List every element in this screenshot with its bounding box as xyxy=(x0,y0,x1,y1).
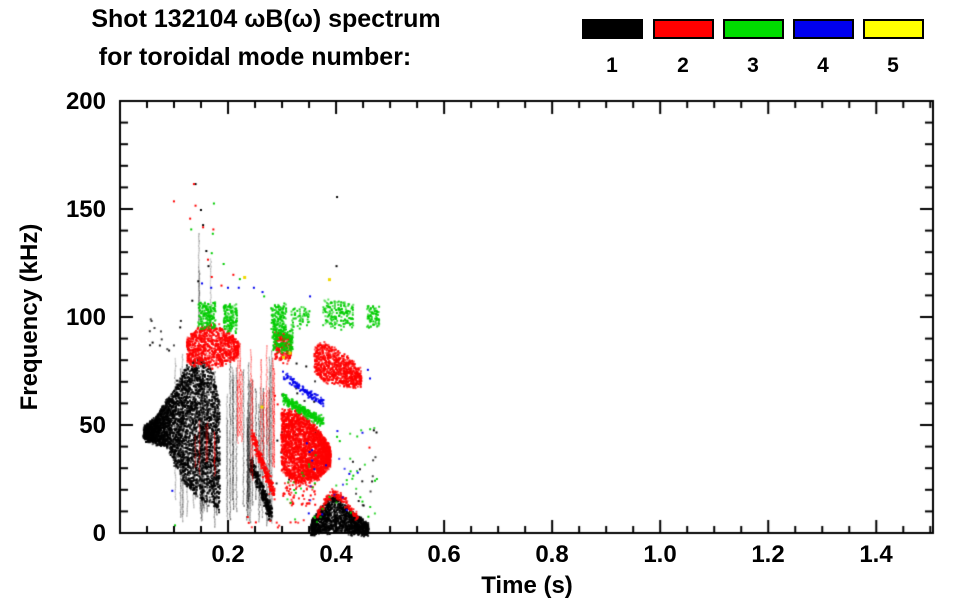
legend-swatch-mode-5 xyxy=(863,19,924,39)
chart-title-line1: Shot 132104 ωB(ω) spectrum xyxy=(91,5,441,33)
y-tick-label: 100 xyxy=(65,304,106,331)
x-tick-label: 1.0 xyxy=(643,541,677,568)
legend-swatch-mode-2 xyxy=(653,19,714,39)
legend-swatch-mode-3 xyxy=(723,19,784,39)
chart-title-line2: for toroidal mode number: xyxy=(98,43,412,71)
y-axis-title: Frequency (kHz) xyxy=(16,223,43,411)
legend-swatch-mode-1 xyxy=(582,19,643,39)
y-tick-label: 50 xyxy=(79,412,106,439)
legend-mode-number-4: 4 xyxy=(817,54,829,77)
legend-swatch-mode-4 xyxy=(793,19,854,39)
x-tick-label: 0.8 xyxy=(535,541,569,568)
x-tick-label: 0.4 xyxy=(319,541,353,568)
legend-mode-number-1: 1 xyxy=(606,54,618,77)
x-axis-title: Time (s) xyxy=(481,572,573,599)
y-tick-label: 0 xyxy=(92,520,106,547)
legend-mode-number-5: 5 xyxy=(887,54,899,77)
legend-mode-number-3: 3 xyxy=(747,54,759,77)
x-tick-label: 0.6 xyxy=(427,541,461,568)
legend-mode-number-2: 2 xyxy=(677,54,689,77)
x-tick-label: 1.2 xyxy=(751,541,785,568)
y-tick-label: 150 xyxy=(65,196,106,223)
x-tick-label: 1.4 xyxy=(859,541,893,568)
x-tick-label: 0.2 xyxy=(211,541,245,568)
y-tick-label: 200 xyxy=(65,88,106,115)
